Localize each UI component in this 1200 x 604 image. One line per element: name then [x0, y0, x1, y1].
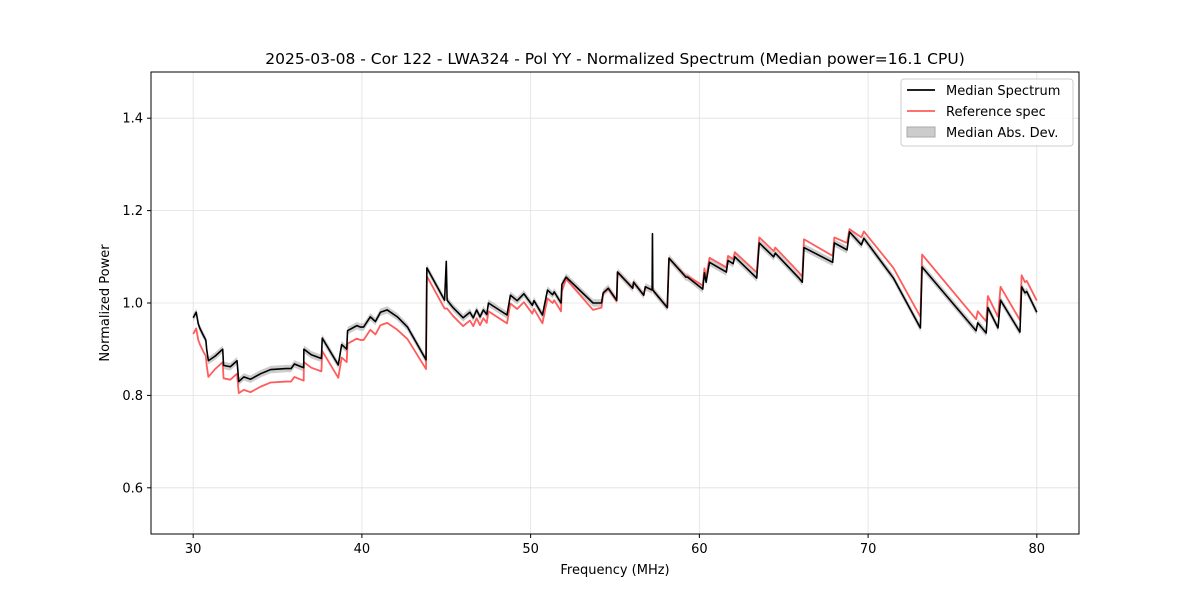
y-tick-label: 0.8 — [122, 389, 143, 404]
legend-box — [900, 78, 1074, 147]
grid — [151, 72, 1079, 534]
median-spectrum-line — [192, 231, 1038, 383]
y-tick-label: 1.0 — [122, 297, 143, 312]
x-tick-label: 40 — [354, 542, 371, 557]
legend: Median Spectrum Reference spec Median Ab… — [900, 78, 1074, 147]
series-lines — [192, 228, 1038, 394]
mad-band — [193, 228, 1037, 386]
axis-ticks: 30 40 50 60 70 80 0.6 0.8 1.0 1.2 1.4 — [122, 112, 1045, 557]
reference-spectrum-line — [192, 228, 1038, 394]
x-axis-label: Frequency (MHz) — [560, 563, 669, 578]
legend-median-label: Median Spectrum — [946, 84, 1060, 99]
x-tick-label: 60 — [691, 542, 708, 557]
legend-mad-swatch — [906, 126, 936, 138]
y-tick-label: 1.2 — [122, 204, 143, 219]
chart-title: 2025-03-08 - Cor 122 - LWA324 - Pol YY -… — [265, 50, 965, 68]
y-axis-label: Normalized Power — [98, 244, 113, 362]
mad-band-group — [193, 228, 1037, 386]
y-tick-label: 0.6 — [122, 481, 143, 496]
legend-reference-label: Reference spec — [946, 105, 1046, 120]
x-tick-label: 50 — [522, 542, 539, 557]
x-tick-label: 30 — [185, 542, 202, 557]
x-tick-label: 70 — [860, 542, 877, 557]
legend-mad-label: Median Abs. Dev. — [946, 126, 1058, 141]
x-tick-label: 80 — [1029, 542, 1046, 557]
y-tick-label: 1.4 — [122, 112, 143, 127]
